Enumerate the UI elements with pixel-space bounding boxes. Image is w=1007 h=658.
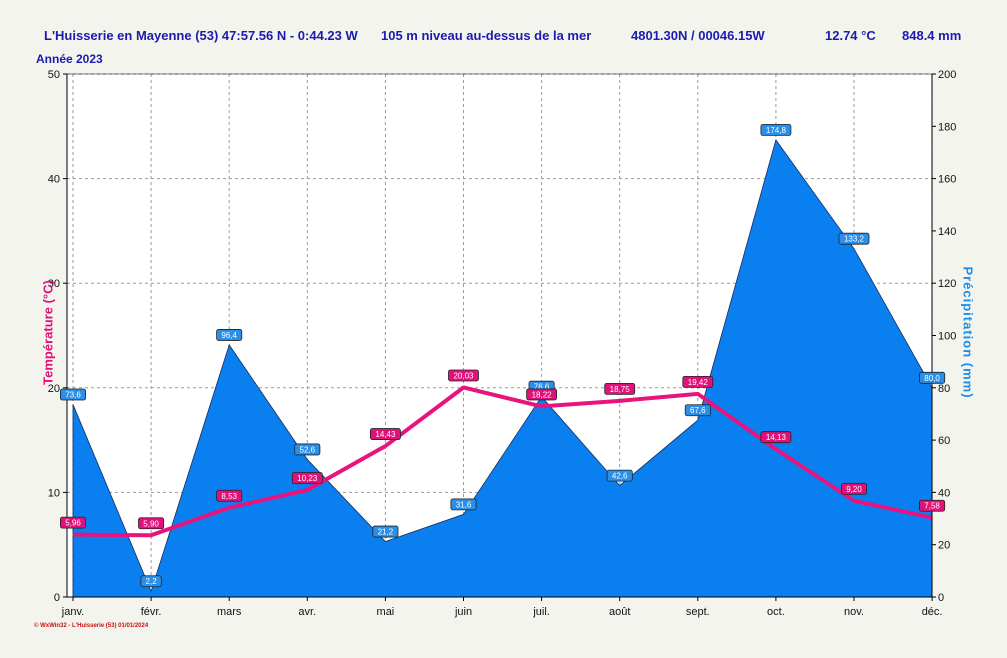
y-tick-label-right: 0 bbox=[938, 592, 944, 604]
x-tick-label: juil. bbox=[532, 606, 550, 618]
precipitation-data-label: 76,6 bbox=[534, 383, 550, 392]
x-tick-label: mai bbox=[377, 606, 395, 618]
y-tick-label-left: 10 bbox=[48, 487, 60, 499]
temperature-data-label: 18,75 bbox=[610, 385, 631, 394]
precipitation-data-label-box bbox=[684, 404, 711, 417]
temperature-data-label: 18,22 bbox=[532, 390, 553, 399]
temperature-data-label: 8,53 bbox=[221, 492, 237, 501]
precipitation-data-label: 67,6 bbox=[690, 406, 706, 415]
temperature-data-label: 9,20 bbox=[846, 485, 862, 494]
y-tick-label-right: 60 bbox=[938, 435, 950, 447]
temperature-data-label-box bbox=[841, 482, 868, 495]
y-tick-label-right: 200 bbox=[938, 69, 956, 81]
x-tick-label: févr. bbox=[141, 606, 162, 618]
precipitation-data-label: 96,4 bbox=[221, 331, 237, 340]
footer-credit: © WxWin32 - L'Huisserie (53) 01/01/2024 bbox=[34, 623, 149, 629]
temperature-data-label: 7,58 bbox=[924, 502, 940, 511]
y-tick-label-right: 140 bbox=[938, 226, 956, 238]
header-total-precipitation: 848.4 mm bbox=[902, 28, 962, 43]
precipitation-data-label-box bbox=[450, 498, 477, 511]
temperature-data-label-box bbox=[216, 489, 243, 502]
temperature-data-label-box bbox=[526, 388, 557, 401]
precipitation-data-label-box bbox=[216, 329, 243, 341]
y-tick-label-left: 40 bbox=[48, 174, 60, 186]
temperature-data-label-box bbox=[919, 499, 946, 512]
chart-subtitle: Année 2023 bbox=[36, 52, 103, 66]
precipitation-data-label: 133,2 bbox=[844, 235, 865, 244]
y-tick-label-right: 180 bbox=[938, 121, 956, 133]
x-tick-label: avr. bbox=[298, 606, 316, 618]
temperature-data-label: 5,90 bbox=[143, 519, 159, 528]
header-altitude: 105 m niveau au-dessus de la mer bbox=[381, 28, 592, 43]
x-tick-label: mars bbox=[217, 606, 242, 618]
x-tick-label: déc. bbox=[922, 606, 943, 618]
precipitation-data-label: 73,6 bbox=[65, 391, 81, 400]
temperature-data-label-box bbox=[604, 382, 636, 395]
precipitation-data-label-box bbox=[919, 371, 946, 384]
header-location: L'Huisserie en Mayenne (53) 47:57.56 N -… bbox=[44, 28, 358, 43]
y-tick-label-right: 80 bbox=[938, 383, 950, 395]
temperature-data-label: 14,13 bbox=[766, 433, 787, 442]
header-grid-reference: 4801.30N / 00046.15W bbox=[631, 28, 765, 43]
y-tick-label-right: 160 bbox=[938, 174, 956, 186]
y-tick-label-right: 40 bbox=[938, 487, 950, 499]
temperature-data-label: 20,03 bbox=[453, 371, 474, 380]
temperature-data-label-box bbox=[369, 428, 401, 440]
temperature-data-label: 5,96 bbox=[65, 519, 81, 528]
temperature-data-label-box bbox=[682, 375, 714, 388]
y-tick-label-right: 120 bbox=[938, 278, 956, 290]
temperature-data-label-box bbox=[138, 517, 165, 530]
y-tick-label-left: 30 bbox=[48, 278, 60, 290]
temperature-data-label: 14,43 bbox=[375, 430, 396, 439]
temperature-data-label-box bbox=[760, 431, 792, 444]
precipitation-data-label: 42,6 bbox=[612, 472, 628, 481]
precipitation-data-label: 2,2 bbox=[146, 577, 158, 586]
y-tick-label-left: 0 bbox=[54, 592, 60, 604]
x-tick-label: sept. bbox=[686, 606, 710, 618]
x-tick-label: août bbox=[609, 606, 630, 618]
precipitation-data-label: 174,8 bbox=[766, 126, 787, 135]
temperature-data-label-box bbox=[291, 472, 323, 484]
precipitation-data-label: 31,6 bbox=[456, 500, 472, 509]
precipitation-data-label: 52,6 bbox=[300, 445, 316, 454]
temperature-data-label-box bbox=[448, 369, 479, 382]
x-tick-label: janv. bbox=[61, 606, 84, 618]
x-tick-label: nov. bbox=[844, 606, 864, 618]
y-tick-label-left: 50 bbox=[48, 69, 60, 81]
precipitation-data-label-box bbox=[760, 123, 792, 136]
temperature-line bbox=[72, 385, 933, 538]
precipitation-data-label-box bbox=[606, 469, 633, 482]
x-tick-label: juin bbox=[454, 606, 472, 618]
precipitation-data-label: 80,0 bbox=[924, 374, 940, 383]
precipitation-data-label-box bbox=[294, 443, 321, 456]
y-tick-label-left: 20 bbox=[48, 383, 60, 395]
header-mean-temperature: 12.74 °C bbox=[825, 28, 876, 43]
temperature-data-label-box bbox=[60, 516, 87, 529]
temperature-data-label: 19,42 bbox=[688, 378, 709, 387]
y-axis-label-precipitation: Précipitation (mm) bbox=[960, 266, 976, 399]
precipitation-data-label-box bbox=[140, 575, 162, 588]
temperature-data-label: 10,23 bbox=[297, 474, 318, 483]
y-axis-label-temperature: Température (°C) bbox=[40, 280, 56, 385]
precipitation-data-label-box bbox=[60, 388, 87, 401]
precipitation-data-label-box bbox=[838, 232, 870, 245]
precipitation-data-label: 21,2 bbox=[378, 528, 394, 537]
x-tick-label: oct. bbox=[767, 606, 785, 618]
y-tick-label-right: 20 bbox=[938, 540, 950, 552]
precipitation-data-label-box bbox=[372, 525, 399, 538]
y-tick-label-right: 100 bbox=[938, 331, 956, 343]
